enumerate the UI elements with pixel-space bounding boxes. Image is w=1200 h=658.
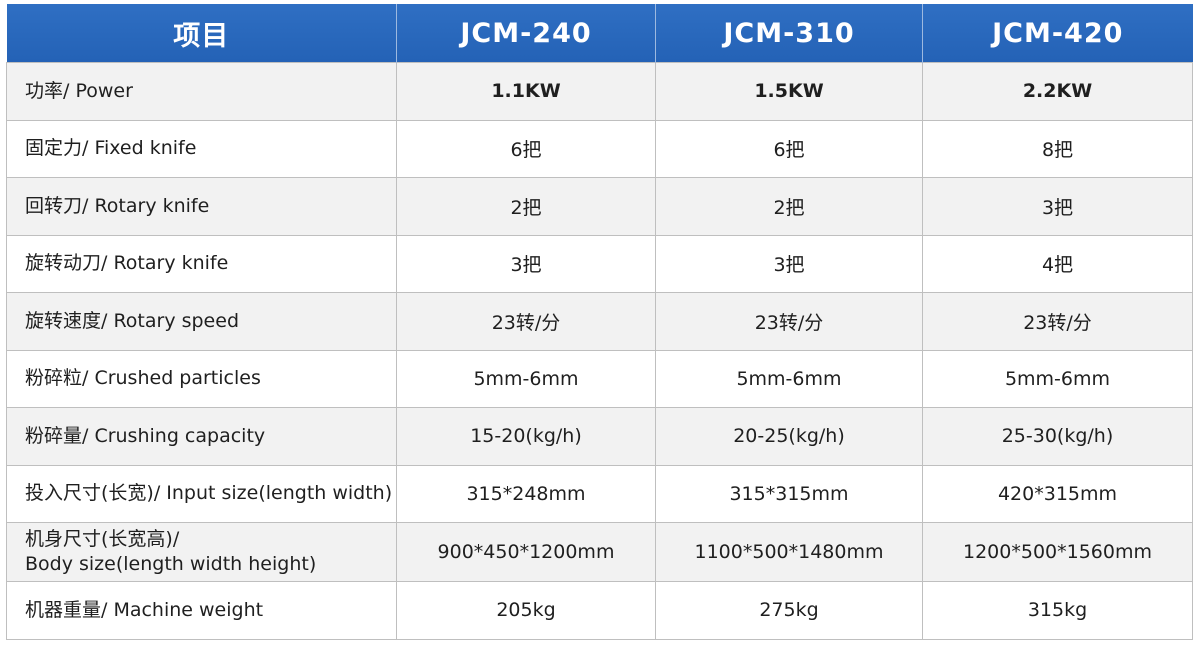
row-label: 功率/ Power	[6, 62, 397, 121]
table-row-crushed-particles: 粉碎粒/ Crushed particles 5mm-6mm 5mm-6mm 5…	[6, 349, 1193, 408]
cell-value: 3把	[655, 234, 923, 293]
row-label: 旋转动刀/ Rotary knife	[6, 234, 397, 293]
table-row-input-size: 投入尺寸(长宽)/ Input size(length width) 315*2…	[6, 464, 1193, 523]
cell-value: 25-30(kg/h)	[922, 407, 1193, 466]
cell-value: 205kg	[396, 581, 656, 640]
cell-value: 2把	[396, 177, 656, 236]
cell-value: 900*450*1200mm	[396, 522, 656, 582]
table-row-rotary-speed: 旋转速度/ Rotary speed 23转/分 23转/分 23转/分	[6, 292, 1193, 351]
row-label: 固定力/ Fixed knife	[6, 119, 397, 178]
cell-value: 315*248mm	[396, 464, 656, 523]
cell-value: 1100*500*1480mm	[655, 522, 923, 582]
cell-value: 6把	[396, 119, 656, 178]
table-row-crushing-capacity: 粉碎量/ Crushing capacity 15-20(kg/h) 20-25…	[6, 407, 1193, 466]
cell-value: 420*315mm	[922, 464, 1193, 523]
cell-value: 23转/分	[922, 292, 1193, 351]
cell-value: 275kg	[655, 581, 923, 640]
cell-value: 15-20(kg/h)	[396, 407, 656, 466]
spec-table: 项目 JCM-240 JCM-310 JCM-420 功率/ Power 1.1…	[6, 4, 1193, 640]
cell-value: 3把	[396, 234, 656, 293]
row-label: 投入尺寸(长宽)/ Input size(length width)	[6, 464, 397, 523]
cell-value: 8把	[922, 119, 1193, 178]
spec-table-container: 项目 JCM-240 JCM-310 JCM-420 功率/ Power 1.1…	[6, 4, 1193, 646]
header-item: 项目	[6, 4, 397, 63]
cell-value: 5mm-6mm	[655, 349, 923, 408]
cell-value: 5mm-6mm	[396, 349, 656, 408]
row-label: 粉碎粒/ Crushed particles	[6, 349, 397, 408]
cell-value: 2把	[655, 177, 923, 236]
row-label: 旋转速度/ Rotary speed	[6, 292, 397, 351]
cell-value: 4把	[922, 234, 1193, 293]
cell-value: 2.2KW	[922, 62, 1193, 121]
cell-value: 315kg	[922, 581, 1193, 640]
row-label: 粉碎量/ Crushing capacity	[6, 407, 397, 466]
table-row-rotary-knife: 回转刀/ Rotary knife 2把 2把 3把	[6, 177, 1193, 236]
row-label-line: 机身尺寸(长宽高)/	[25, 528, 180, 550]
cell-value: 6把	[655, 119, 923, 178]
row-label: 回转刀/ Rotary knife	[6, 177, 397, 236]
cell-value: 315*315mm	[655, 464, 923, 523]
cell-value: 20-25(kg/h)	[655, 407, 923, 466]
row-label: 机器重量/ Machine weight	[6, 581, 397, 640]
cell-value: 1200*500*1560mm	[922, 522, 1193, 582]
table-row-power: 功率/ Power 1.1KW 1.5KW 2.2KW	[6, 62, 1193, 121]
cell-value: 1.1KW	[396, 62, 656, 121]
table-row-rotary-moving-knife: 旋转动刀/ Rotary knife 3把 3把 4把	[6, 234, 1193, 293]
row-label: 机身尺寸(长宽高)/ Body size(length width height…	[6, 522, 397, 582]
row-label-line: Body size(length width height)	[25, 553, 317, 575]
header-model: JCM-240	[396, 4, 656, 63]
cell-value: 5mm-6mm	[922, 349, 1193, 408]
cell-value: 1.5KW	[655, 62, 923, 121]
table-row-body-size: 机身尺寸(长宽高)/ Body size(length width height…	[6, 522, 1193, 582]
header-row: 项目 JCM-240 JCM-310 JCM-420	[6, 4, 1193, 63]
table-row-fixed-knife: 固定力/ Fixed knife 6把 6把 8把	[6, 119, 1193, 178]
cell-value: 23转/分	[655, 292, 923, 351]
header-model: JCM-420	[922, 4, 1193, 63]
header-model: JCM-310	[655, 4, 923, 63]
table-row-machine-weight: 机器重量/ Machine weight 205kg 275kg 315kg	[6, 581, 1193, 640]
cell-value: 3把	[922, 177, 1193, 236]
cell-value: 23转/分	[396, 292, 656, 351]
